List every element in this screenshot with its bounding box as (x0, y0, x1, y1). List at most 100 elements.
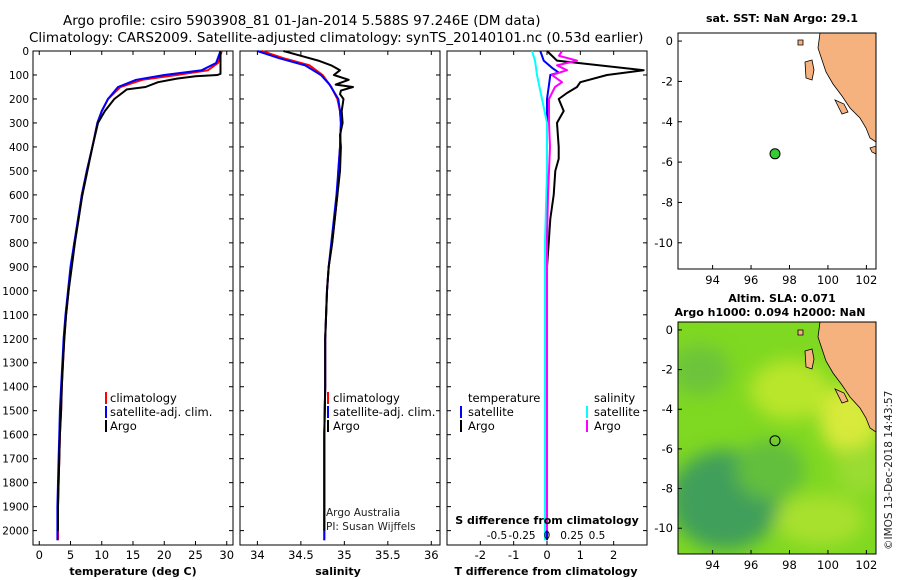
map-x-tick-label: 100 (817, 273, 839, 287)
island-small-north (797, 329, 804, 336)
sst-map-ticks: 94 96 98 100 102 0 -2 -4 -6 -8 -10 (654, 34, 877, 287)
x-tick-label: -2 (475, 548, 486, 562)
sla-map-field (678, 322, 876, 554)
x-tick-label: 34.5 (288, 548, 314, 562)
series-line-s-argo (546, 50, 578, 531)
island-small-north (797, 39, 804, 46)
x-tick-label: 36 (424, 548, 439, 562)
series-line-climatology (57, 50, 223, 541)
map-y-tick-label: -2 (662, 363, 673, 377)
sst-map-land (797, 33, 876, 155)
series-line-climatology (261, 50, 342, 541)
island-siberut (804, 59, 815, 81)
s-difference-ticks: -0.5 -0.25 0 0.25 0.5 (487, 530, 606, 542)
legend-swatch-s-satellite (586, 406, 588, 418)
legend-label-s-argo: Argo (594, 419, 621, 433)
sla-map-frame (677, 321, 877, 555)
map-y-tick-label: -10 (654, 521, 673, 535)
depth-tick-label: 1900 (2, 502, 29, 514)
s-diff-tick-label: -0.5 (487, 530, 508, 542)
island-enggano (834, 388, 849, 404)
sumatra-coast (817, 33, 876, 143)
map-x-tick-label: 94 (705, 273, 720, 287)
map-y-tick-label: -8 (662, 482, 673, 496)
map-y-tick-label: -4 (662, 402, 673, 416)
depth-tick-label: 1800 (2, 478, 29, 490)
x-tick-label: 35.5 (375, 548, 401, 562)
map-y-tick-label: -4 (662, 115, 673, 129)
depth-tick-label: 1700 (2, 454, 29, 466)
x-tick-label: 30 (219, 548, 234, 562)
salinity-legend: climatology satellite-adj. clim. Argo (327, 391, 435, 433)
map-y-tick-label: -10 (654, 236, 673, 250)
depth-tick-label: 500 (9, 166, 29, 178)
x-tick-label: 0 (543, 548, 550, 562)
legend-swatch-argo (327, 420, 329, 432)
depth-tick-label: 2000 (2, 526, 29, 538)
sst-map-title: sat. SST: NaN Argo: 29.1 (706, 12, 858, 25)
map-y-tick-label: -8 (662, 195, 673, 209)
float-location-marker (769, 435, 781, 447)
series-line-argo (283, 50, 354, 531)
island-enggano (834, 99, 849, 115)
depth-tick-label: 1600 (2, 430, 29, 442)
legend-label-climatology: climatology (110, 391, 177, 405)
legend-title-salinity: salinity (594, 391, 635, 405)
t-difference-axis-label: T difference from climatology (454, 565, 637, 578)
map-x-tick-label: 98 (782, 273, 797, 287)
x-tick-label: 5 (67, 548, 74, 562)
depth-tick-label: 400 (9, 142, 29, 154)
island-java-tip (869, 145, 876, 155)
x-tick-label: 25 (188, 548, 203, 562)
legend-swatch-climatology (327, 392, 329, 404)
difference-series (531, 50, 645, 541)
map-y-tick-label: 0 (666, 323, 673, 337)
salinity-panel-frame (239, 50, 441, 546)
legend-label-argo: Argo (110, 419, 137, 433)
s-diff-tick-label: 0 (544, 530, 551, 542)
temperature-axis-label: temperature (deg C) (69, 565, 196, 578)
x-tick-label: 0 (36, 548, 43, 562)
legend-label-satellite: satellite-adj. clim. (110, 405, 212, 419)
depth-axis-ticks (33, 50, 647, 532)
float-location-marker (769, 148, 781, 160)
temperature-panel-frame (32, 50, 234, 546)
s-difference-axis-label: S difference from climatology (455, 514, 639, 527)
legend-label-climatology: climatology (333, 391, 400, 405)
legend-title-temperature: temperature (468, 391, 540, 405)
depth-tick-label: 1500 (2, 406, 29, 418)
island-siberut (804, 348, 815, 370)
map-x-tick-label: 94 (705, 558, 720, 572)
s-diff-tick-label: -0.25 (508, 530, 535, 542)
depth-tick-label: 0 (22, 46, 29, 58)
depth-tick-label: 1100 (2, 310, 29, 322)
series-line-t-argo (546, 50, 645, 531)
legend-label-argo: Argo (333, 419, 360, 433)
series-line-satellite-adj-clim- (56, 50, 222, 541)
sla-map-title-line1: Altim. SLA: 0.071 (728, 292, 835, 305)
map-x-tick-label: 96 (744, 558, 759, 572)
s-diff-tick-label: 0.5 (589, 530, 606, 542)
salinity-series (257, 50, 354, 541)
depth-tick-label: 700 (9, 214, 29, 226)
x-tick-label: 2 (610, 548, 617, 562)
sla-blob (775, 495, 865, 545)
legend-label-s-satellite: satellite (594, 405, 640, 419)
map-y-tick-label: -2 (662, 74, 673, 88)
legend-swatch-argo (105, 420, 107, 432)
legend-label-t-satellite: satellite (468, 405, 514, 419)
legend-label-t-argo: Argo (468, 419, 495, 433)
credit-pi: PI: Susan Wijffels (326, 521, 416, 533)
temperature-x-ticks: 0 5 10 15 20 25 30 (36, 51, 234, 562)
depth-tick-label: 900 (9, 262, 29, 274)
map-y-tick-label: -6 (662, 442, 673, 456)
series-line-satellite-adj-clim- (257, 50, 342, 541)
sla-map-title-line2: Argo h1000: 0.094 h2000: NaN (674, 306, 865, 319)
legend-swatch-t-argo (460, 420, 462, 432)
map-x-tick-label: 102 (855, 273, 877, 287)
difference-legend: temperature satellite Argo salinity sate… (460, 391, 640, 433)
depth-tick-label: 1000 (2, 286, 29, 298)
map-x-tick-label: 102 (855, 558, 877, 572)
depth-tick-label: 100 (9, 70, 29, 82)
